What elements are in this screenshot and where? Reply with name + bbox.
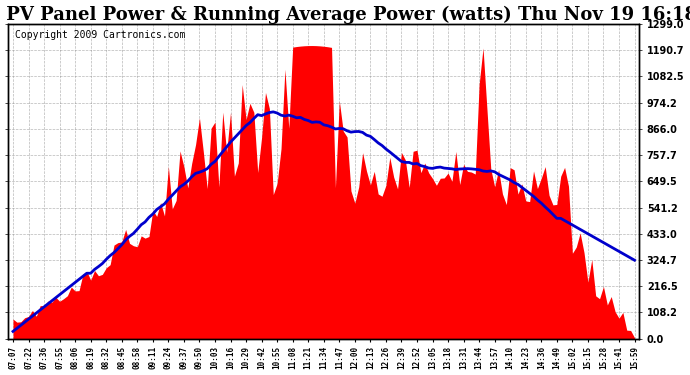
Text: Copyright 2009 Cartronics.com: Copyright 2009 Cartronics.com (14, 30, 185, 40)
Title: Total PV Panel Power & Running Average Power (watts) Thu Nov 19 16:18: Total PV Panel Power & Running Average P… (0, 6, 690, 24)
